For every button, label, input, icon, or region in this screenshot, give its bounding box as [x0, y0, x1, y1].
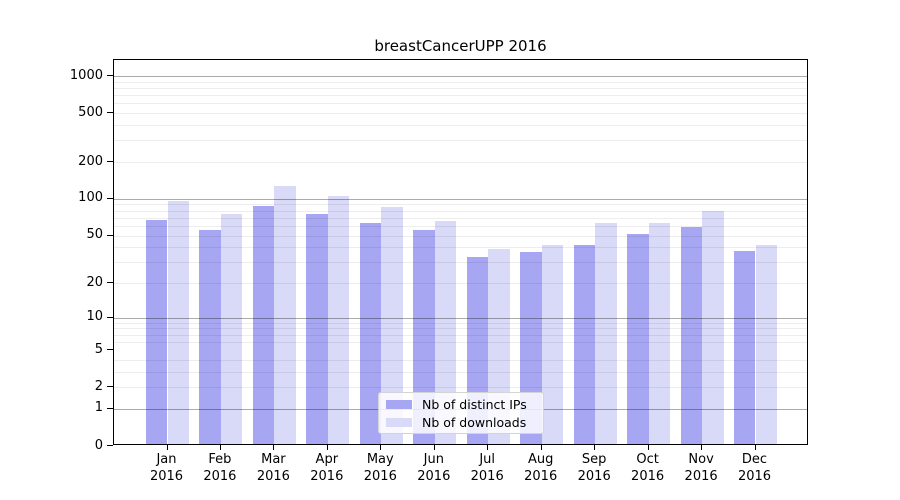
x-tick-label-aug: Aug 2016 [524, 452, 558, 484]
x-tick-aug [540, 445, 542, 450]
bars-layer [114, 60, 807, 444]
bar-distinct-ips-nov [680, 226, 703, 444]
x-tick-label-nov: Nov 2016 [684, 452, 718, 484]
x-tick-apr [326, 445, 328, 450]
bar-distinct-ips-oct [627, 233, 649, 444]
y-tick-label-5: 5 [94, 341, 103, 357]
x-tick-jun [433, 445, 435, 450]
y-tick-10 [107, 316, 113, 318]
legend-item-downloads: Nb of downloads [386, 415, 535, 430]
bar-distinct-ips-mar [252, 205, 275, 444]
y-tick-label-500: 500 [78, 104, 103, 120]
y-tick-label-1000: 1000 [69, 67, 103, 83]
bar-distinct-ips-jan [145, 219, 168, 444]
bar-downloads-jan [167, 200, 190, 444]
bar-distinct-ips-feb [199, 230, 221, 444]
bar-downloads-jun [434, 220, 457, 444]
bar-downloads-dec [755, 245, 778, 444]
y-tick-5 [107, 349, 113, 351]
x-tick-label-may: May 2016 [363, 452, 397, 484]
bar-downloads-oct [648, 223, 671, 444]
x-tick-jul [487, 445, 489, 450]
x-tick-oct [647, 445, 649, 450]
y-tick-label-0: 0 [94, 437, 103, 453]
x-tick-may [380, 445, 382, 450]
y-tick-2 [107, 386, 113, 388]
x-tick-label-jan: Jan 2016 [149, 452, 184, 484]
y-tick-label-1: 1 [94, 400, 103, 416]
x-tick-label-apr: Apr 2016 [310, 452, 344, 484]
legend-item-distinct-ips: Nb of distinct IPs [386, 397, 535, 412]
x-tick-label-jul: Jul 2016 [470, 452, 504, 484]
y-tick-50 [107, 234, 113, 236]
y-tick-label-50: 50 [86, 227, 103, 242]
legend-label-downloads: Nb of downloads [422, 414, 527, 430]
bar-distinct-ips-apr [306, 214, 328, 444]
bar-downloads-mar [274, 186, 296, 444]
x-tick-label-jun: Jun 2016 [417, 452, 451, 484]
bar-downloads-apr [327, 196, 350, 444]
x-tick-label-dec: Dec 2016 [737, 452, 772, 484]
y-tick-label-10: 10 [86, 309, 103, 325]
x-tick-dec [754, 445, 756, 450]
x-tick-jan [166, 445, 168, 450]
y-tick-500 [107, 112, 113, 114]
x-tick-mar [273, 445, 275, 450]
bar-downloads-nov [702, 211, 724, 444]
legend: Nb of distinct IPs Nb of downloads [378, 392, 544, 434]
bar-distinct-ips-jun [413, 230, 435, 444]
chart-title: breastCancerUPP 2016 [374, 37, 547, 55]
y-tick-20 [107, 282, 113, 283]
y-tick-label-20: 20 [86, 274, 103, 290]
y-tick-100 [107, 197, 113, 199]
x-tick-label-mar: Mar 2016 [256, 452, 290, 484]
y-tick-label-2: 2 [94, 378, 103, 394]
plot-area [113, 59, 808, 445]
y-tick-label-100: 100 [78, 190, 103, 206]
bar-downloads-sep [595, 223, 617, 444]
y-tick-200 [107, 161, 113, 162]
y-tick-1 [107, 407, 113, 409]
legend-label-distinct-ips: Nb of distinct IPs [422, 396, 527, 412]
x-tick-feb [219, 445, 221, 450]
x-tick-nov [701, 445, 703, 450]
bar-distinct-ips-sep [573, 245, 596, 444]
y-tick-1000 [107, 75, 113, 76]
x-tick-label-oct: Oct 2016 [631, 452, 665, 484]
bar-downloads-feb [220, 213, 243, 444]
y-tick-0 [107, 445, 113, 446]
x-tick-label-sep: Sep 2016 [577, 452, 611, 484]
legend-swatch-distinct-ips [386, 399, 412, 409]
bar-distinct-ips-dec [733, 250, 756, 444]
bar-downloads-aug [541, 245, 564, 444]
bar-downloads-may [381, 206, 403, 444]
bar-distinct-ips-may [359, 223, 382, 444]
x-tick-sep [594, 445, 596, 450]
x-tick-label-feb: Feb 2016 [203, 452, 237, 484]
y-tick-label-200: 200 [78, 153, 103, 169]
legend-swatch-downloads [386, 417, 412, 427]
